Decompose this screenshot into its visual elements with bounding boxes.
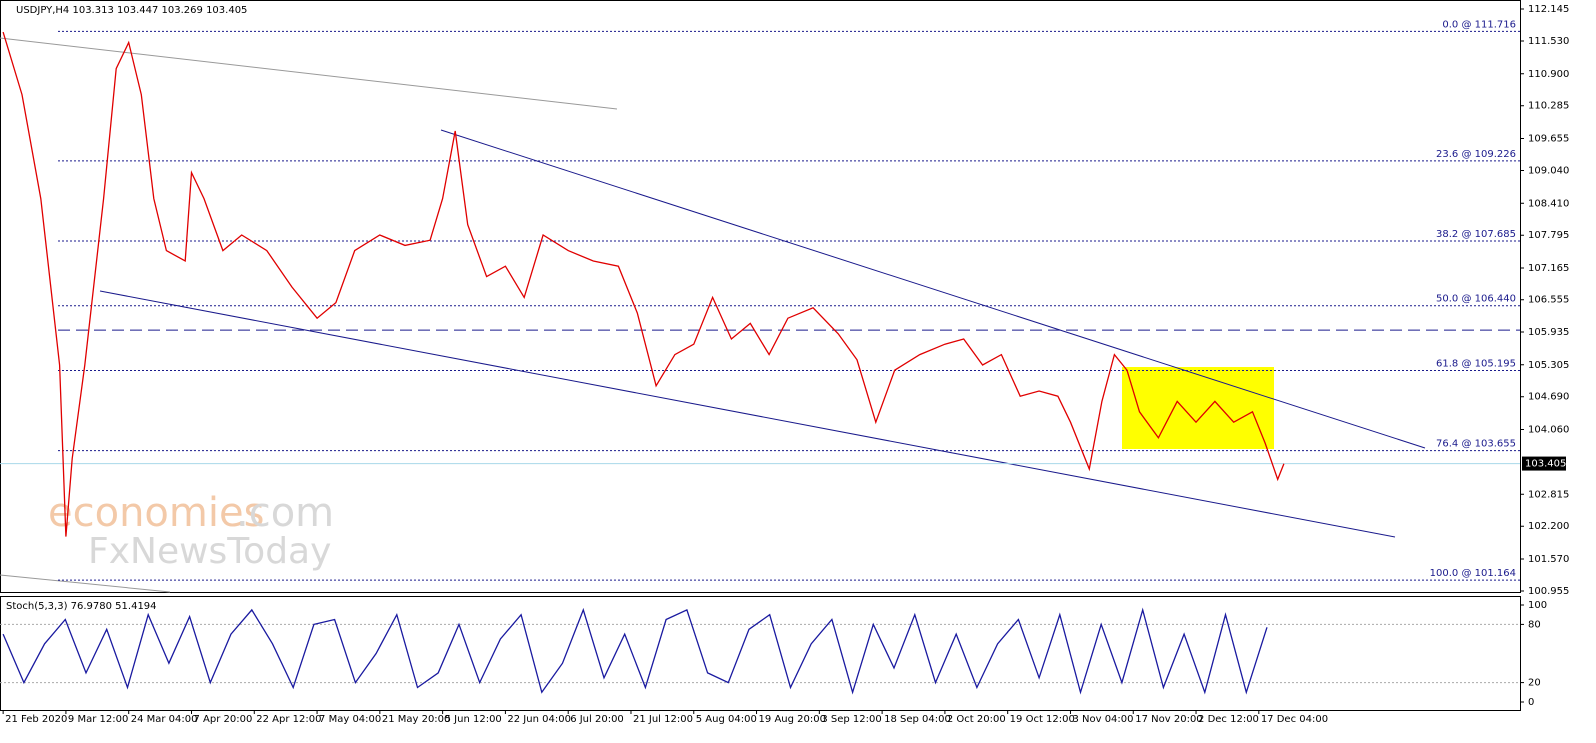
fib-label: 38.2 @ 107.685 [1436, 229, 1516, 240]
fib-label: 100.0 @ 101.164 [1430, 568, 1516, 579]
x-tick-label: 24 Mar 04:00 [131, 714, 198, 725]
y-tick-label: 100 [1528, 600, 1547, 611]
stoch-title: Stoch(5,3,3) 76.9780 51.4194 [6, 601, 157, 612]
y-tick-label: 109.655 [1528, 134, 1569, 145]
x-tick-label: 3 Nov 04:00 [1072, 714, 1133, 725]
fib-label: 50.0 @ 106.440 [1436, 294, 1516, 305]
y-tick-label: 110.285 [1528, 101, 1569, 112]
y-tick-label: 105.935 [1528, 327, 1569, 338]
y-tick-label: 102.200 [1528, 521, 1569, 532]
x-tick-label: 3 Sep 12:00 [821, 714, 881, 725]
x-tick-label: 17 Nov 20:00 [1135, 714, 1202, 725]
watermark-text: .com [236, 490, 334, 536]
trend-line [99, 290, 1396, 538]
fib-label: 76.4 @ 103.655 [1436, 439, 1516, 450]
x-tick-label: 5 Aug 04:00 [696, 714, 757, 725]
fib-label: 61.8 @ 105.195 [1436, 358, 1516, 369]
range-box [1122, 367, 1274, 449]
x-tick-label: 5 Jun 12:00 [445, 714, 502, 725]
y-tick-label: 104.690 [1528, 392, 1569, 403]
series-line [2, 607, 1268, 695]
watermark-text: FxNewsToday [88, 531, 331, 572]
y-tick-label: 102.815 [1528, 489, 1569, 500]
chart-title: USDJPY,H4 103.313 103.447 103.269 103.40… [16, 5, 247, 16]
watermark-text: economies [48, 490, 264, 536]
y-tick-label: 108.410 [1528, 198, 1569, 209]
series-line [2, 31, 1285, 537]
y-tick-label: 110.900 [1528, 69, 1569, 80]
y-tick-label: 109.040 [1528, 165, 1569, 176]
x-tick-label: 7 Apr 20:00 [193, 714, 252, 725]
y-tick-label: 105.305 [1528, 360, 1569, 371]
y-tick-label: 112.145 [1528, 4, 1569, 15]
y-tick-label: 20 [1528, 678, 1541, 689]
x-tick-label: 2 Oct 20:00 [947, 714, 1006, 725]
y-tick-label: 0 [1528, 697, 1534, 708]
x-tick-label: 19 Oct 12:00 [1010, 714, 1075, 725]
y-tick-label: 106.555 [1528, 295, 1569, 306]
x-tick-label: 21 Feb 2020 [5, 714, 67, 725]
x-tick-label: 18 Sep 04:00 [884, 714, 951, 725]
last-price-label: 103.405 [1525, 459, 1566, 470]
y-tick-label: 80 [1528, 619, 1541, 630]
x-tick-label: 22 Apr 12:00 [256, 714, 321, 725]
x-tick-label: 22 Jun 04:00 [507, 714, 571, 725]
trend-line [0, 37, 618, 110]
fib-label: 0.0 @ 111.716 [1442, 19, 1516, 30]
x-tick-label: 21 May 20:00 [382, 714, 451, 725]
last-price-box [1522, 456, 1566, 471]
y-tick-label: 100.955 [1528, 586, 1569, 597]
stoch-panel [0, 596, 1521, 711]
trend-line [0, 574, 171, 593]
y-tick-label: 111.530 [1528, 36, 1569, 47]
y-tick-label: 101.570 [1528, 554, 1569, 565]
y-tick-label: 107.165 [1528, 263, 1569, 274]
y-tick-label: 107.795 [1528, 230, 1569, 241]
x-tick-label: 21 Jul 12:00 [633, 714, 693, 725]
x-tick-label: 2 Dec 12:00 [1198, 714, 1259, 725]
x-tick-label: 6 Jul 20:00 [570, 714, 624, 725]
watermark: economies .com FxNewsToday [48, 490, 334, 572]
x-tick-label: 19 Aug 20:00 [759, 714, 826, 725]
x-tick-label: 17 Dec 04:00 [1261, 714, 1328, 725]
trend-line [440, 129, 1426, 449]
y-tick-label: 104.060 [1528, 425, 1569, 436]
x-tick-label: 7 May 04:00 [319, 714, 381, 725]
x-tick-label: 9 Mar 12:00 [68, 714, 128, 725]
price-panel [0, 0, 1521, 593]
fib-label: 23.6 @ 109.226 [1436, 149, 1516, 160]
